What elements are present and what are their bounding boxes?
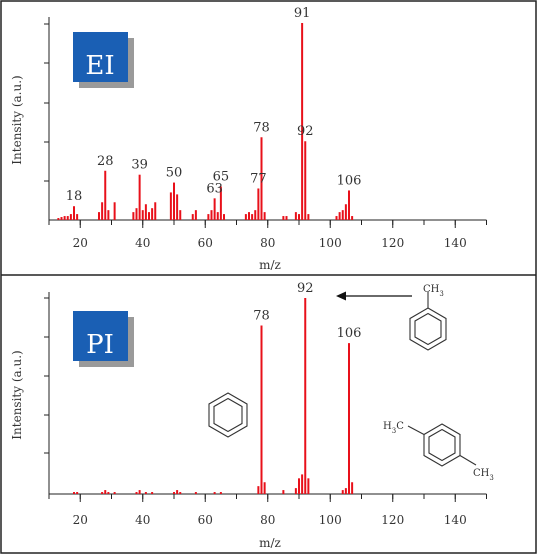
pi-peak-label: 106 (337, 326, 362, 341)
pi-xlabel: m/z (259, 536, 281, 550)
ei-x-tick-label: 20 (73, 236, 88, 250)
ei-x-tick-label: 80 (260, 236, 275, 250)
pi-x-tick-label: 80 (260, 513, 275, 527)
pi-x-tick-label: 40 (135, 513, 150, 527)
pi-peak-label: 78 (253, 308, 270, 323)
toluene-methyl-label: CH3 (423, 284, 444, 298)
pi-x-tick-label: 140 (444, 513, 467, 527)
pi-x-tick-label: 120 (381, 513, 404, 527)
ei-peak-label: 78 (253, 120, 270, 135)
ei-peak-label: 28 (97, 154, 114, 169)
ei-x-tick-label: 120 (381, 236, 404, 250)
ei-x-tick-label: 40 (135, 236, 150, 250)
pi-x-tick-label: 60 (198, 513, 213, 527)
pi-spectrum-panel: PI Intensity (a.u.) m/z CH3 (10, 281, 494, 550)
ei-xlabel: m/z (259, 258, 281, 272)
pi-x-tick-label: 20 (73, 513, 88, 527)
pi-peak-label: 92 (297, 281, 314, 296)
pi-panel-badge: PI (73, 311, 134, 367)
ei-peak-label: 106 (337, 173, 362, 188)
toluene-arrow (336, 291, 412, 301)
ei-peak-label: 39 (131, 158, 148, 173)
pi-panel-label: PI (86, 330, 114, 360)
ei-peak-label: 50 (166, 166, 183, 181)
ei-x-tick-label: 60 (198, 236, 213, 250)
pi-ylabel: Intensity (a.u.) (10, 350, 24, 439)
benzene-structure (208, 392, 248, 438)
ei-panel-label: EI (85, 51, 114, 81)
ei-panel-badge: EI (73, 32, 134, 88)
ei-x-tick-label: 140 (444, 236, 467, 250)
xylene-right-methyl-label: CH3 (473, 468, 494, 482)
ei-peak-label: 77 (250, 171, 267, 186)
ei-spectrum-panel: EI Intensity (a.u.) m/z 20 40 60 80 100 120 14… (10, 6, 487, 272)
ei-x-tick-label: 100 (319, 236, 342, 250)
ei-peak-label: 63 (206, 181, 223, 196)
ei-peak-label: 65 (213, 170, 230, 185)
ei-peak-label: 92 (297, 124, 314, 139)
ei-peak-label: 91 (294, 6, 311, 21)
xylene-left-methyl-label: H3C (383, 421, 404, 435)
xylene-structure (407, 423, 477, 467)
toluene-structure (409, 292, 447, 351)
ei-peak-label: 18 (66, 189, 83, 204)
pi-x-tick-label: 100 (319, 513, 342, 527)
ei-ylabel: Intensity (a.u.) (10, 75, 24, 164)
